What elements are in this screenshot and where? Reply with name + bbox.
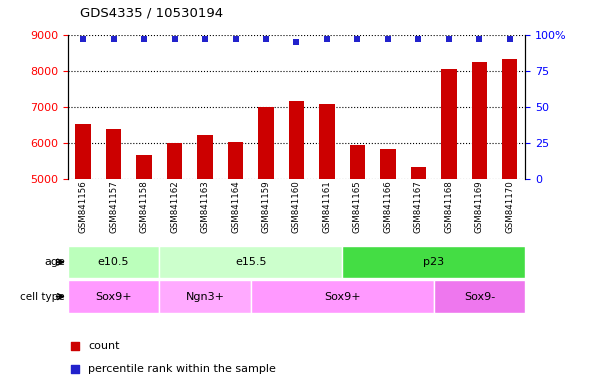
Bar bbox=[472, 62, 487, 359]
Text: e15.5: e15.5 bbox=[235, 257, 267, 267]
Point bbox=[353, 36, 362, 42]
Text: GSM841166: GSM841166 bbox=[384, 180, 392, 233]
Text: Sox9+: Sox9+ bbox=[324, 291, 360, 302]
Text: GSM841156: GSM841156 bbox=[78, 180, 87, 233]
Bar bbox=[342, 246, 525, 278]
Text: Sox9+: Sox9+ bbox=[95, 291, 132, 302]
Point bbox=[384, 36, 393, 42]
Point bbox=[170, 36, 179, 42]
Text: GSM841160: GSM841160 bbox=[292, 180, 301, 233]
Point bbox=[292, 39, 301, 45]
Text: Sox9-: Sox9- bbox=[464, 291, 495, 302]
Text: count: count bbox=[88, 341, 120, 351]
Bar bbox=[381, 149, 395, 359]
Text: GSM841164: GSM841164 bbox=[231, 180, 240, 233]
Text: GSM841170: GSM841170 bbox=[506, 180, 514, 233]
Bar bbox=[502, 60, 517, 359]
Point bbox=[444, 36, 454, 42]
Text: GSM841163: GSM841163 bbox=[201, 180, 209, 233]
Bar bbox=[258, 107, 274, 359]
Point bbox=[231, 36, 240, 42]
Bar bbox=[159, 246, 342, 278]
Bar bbox=[68, 280, 159, 313]
Bar bbox=[136, 155, 152, 359]
Text: percentile rank within the sample: percentile rank within the sample bbox=[88, 364, 276, 374]
Point bbox=[78, 36, 88, 42]
Text: age: age bbox=[44, 257, 65, 267]
Point bbox=[139, 36, 149, 42]
Bar bbox=[411, 167, 426, 359]
Point bbox=[505, 36, 514, 42]
Text: GSM841165: GSM841165 bbox=[353, 180, 362, 233]
Text: GSM841159: GSM841159 bbox=[261, 180, 270, 233]
Point bbox=[261, 36, 271, 42]
Bar bbox=[319, 104, 335, 359]
Text: GSM841161: GSM841161 bbox=[323, 180, 332, 233]
Point bbox=[474, 36, 484, 42]
Bar bbox=[167, 142, 182, 359]
Text: GSM841168: GSM841168 bbox=[444, 180, 453, 233]
Text: GSM841157: GSM841157 bbox=[109, 180, 118, 233]
Text: p23: p23 bbox=[423, 257, 444, 267]
Text: GDS4335 / 10530194: GDS4335 / 10530194 bbox=[80, 6, 223, 19]
Text: GSM841167: GSM841167 bbox=[414, 180, 423, 233]
Bar bbox=[159, 280, 251, 313]
Point bbox=[70, 366, 80, 372]
Bar bbox=[434, 280, 525, 313]
Bar bbox=[68, 246, 159, 278]
Text: GSM841169: GSM841169 bbox=[475, 180, 484, 233]
Text: cell type: cell type bbox=[20, 291, 65, 302]
Text: Ngn3+: Ngn3+ bbox=[185, 291, 225, 302]
Text: e10.5: e10.5 bbox=[98, 257, 129, 267]
Bar bbox=[106, 129, 121, 359]
Bar bbox=[251, 280, 434, 313]
Bar bbox=[350, 145, 365, 359]
Bar bbox=[76, 124, 91, 359]
Bar bbox=[198, 136, 212, 359]
Text: GSM841158: GSM841158 bbox=[140, 180, 149, 233]
Point bbox=[414, 36, 423, 42]
Bar bbox=[228, 142, 243, 359]
Point bbox=[70, 343, 80, 349]
Text: GSM841162: GSM841162 bbox=[170, 180, 179, 233]
Bar bbox=[441, 69, 457, 359]
Bar bbox=[289, 101, 304, 359]
Point bbox=[109, 36, 118, 42]
Point bbox=[322, 36, 332, 42]
Point bbox=[200, 36, 210, 42]
